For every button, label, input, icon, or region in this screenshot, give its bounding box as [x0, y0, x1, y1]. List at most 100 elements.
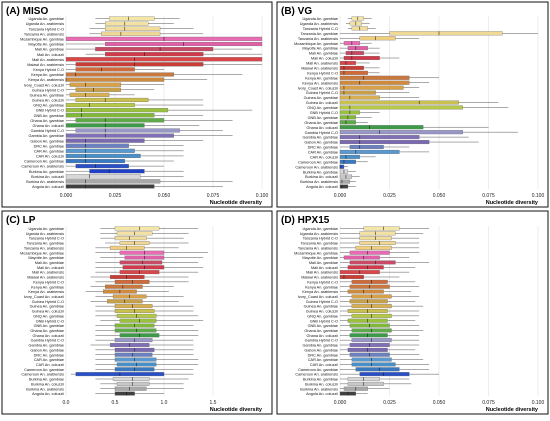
category-label: CAR An. coluzzii: [310, 363, 338, 367]
category-label: Mali An. coluzzii: [37, 53, 64, 57]
panel-title: (C) LP: [6, 215, 36, 226]
category-label: Mali An. arabiensis: [306, 62, 338, 66]
category-label: Mali An. arabiensis: [306, 271, 338, 275]
category-label: Burkina An. coluzzii: [305, 175, 338, 179]
box: [65, 133, 174, 138]
box: [69, 82, 122, 87]
box: [105, 52, 204, 57]
category-label: CAR An. coluzzii: [36, 155, 64, 159]
category-label: Kenya An. arabiensis: [28, 78, 64, 82]
category-label: Kenya Hybrid C-O: [33, 280, 64, 284]
category-label: Mozambique An. gambiae: [20, 37, 64, 41]
category-label: GNQ An. gambiae: [307, 314, 338, 318]
box: [114, 338, 153, 343]
category-label: CAR An. coluzzii: [36, 363, 64, 367]
box: [339, 75, 410, 80]
box: [345, 51, 364, 56]
category-label: Gambia An. gambiae: [303, 344, 338, 348]
category-label: Mayotte An. gambiae: [28, 256, 64, 260]
category-label: Mayotte An. gambiae: [302, 256, 338, 260]
x-tick-label: 0.000: [60, 193, 73, 199]
category-label: Mali An. arabiensis: [32, 58, 64, 62]
category-label: Gambia Hybrid C-O: [305, 131, 338, 135]
category-label: GNB An. gambiae: [308, 324, 338, 328]
category-label: CAR An. gambiae: [34, 358, 64, 362]
category-label: Burkina An. gambiae: [29, 170, 64, 174]
category-label: Mali An. coluzzii: [311, 57, 338, 61]
box: [65, 102, 135, 108]
box: [339, 100, 459, 105]
category-label: Tanzania An. arabiensis: [298, 37, 338, 41]
x-tick-label: 0.100: [532, 400, 545, 406]
category-label: Tanzania An. gambiae: [27, 242, 64, 246]
box: [347, 46, 368, 51]
box: [359, 372, 410, 377]
box: [119, 318, 157, 323]
category-label: Ivory_Coast An. coluzzii: [24, 295, 64, 299]
box: [355, 245, 392, 250]
category-label: Ghana An. gambiae: [30, 119, 64, 123]
box: [339, 184, 349, 189]
category-label: Tanzania Hybrid C-O: [303, 237, 338, 241]
box: [65, 153, 141, 158]
box: [351, 279, 388, 284]
x-axis-label: Nucleotide diversity: [210, 200, 263, 206]
category-label: Tanzania An. arabiensis: [24, 246, 64, 250]
category-label: CAR An. gambiae: [308, 358, 338, 362]
panel-title: (B) VG: [281, 6, 312, 17]
box: [101, 31, 161, 36]
category-label: Tanzania An. gambiae: [301, 242, 338, 246]
x-tick-label: 0.0: [63, 400, 70, 406]
category-label: DRC An. gambiae: [308, 353, 338, 357]
category-label: Ivory_Coast An. coluzzii: [298, 295, 338, 299]
category-label: GNB Hybrid C-O: [36, 109, 64, 113]
category-label: Ghana An. gambiae: [304, 121, 338, 125]
category-label: Angola An. coluzzii: [32, 185, 64, 189]
box: [108, 16, 155, 21]
x-tick-label: 0.100: [532, 193, 545, 199]
box: [119, 260, 163, 265]
category-label: Uganda An. arabiensis: [300, 232, 338, 236]
category-label: Uganda An. gambiae: [29, 227, 64, 231]
category-label: Ghana An. gambiae: [30, 329, 64, 333]
box: [69, 92, 110, 97]
box: [114, 328, 157, 333]
category-label: Ghana An. coluzzii: [33, 334, 65, 338]
box: [349, 260, 396, 265]
box: [75, 87, 122, 92]
category-label: DRC An. gambiae: [34, 353, 64, 357]
category-label: Malawi An. arabiensis: [301, 67, 338, 71]
x-tick-label: 0.5: [112, 400, 119, 406]
category-label: Cameroon An. arabiensis: [295, 373, 338, 377]
box: [75, 128, 180, 133]
category-label: Mayotte An. gambiae: [302, 47, 338, 51]
category-label: CAR An. gambiae: [34, 149, 64, 153]
category-label: GNB An. gambiae: [34, 324, 64, 328]
category-label: Mozambique An. gambiae: [20, 251, 64, 255]
x-tick-label: 0.000: [334, 400, 347, 406]
category-label: GNQ An. gambiae: [33, 104, 64, 108]
box: [343, 255, 380, 260]
box: [114, 304, 153, 309]
chart-panel: (A) MISO 0.000 0.025 0.050 0.075 0.100Nucleot…: [1, 1, 273, 208]
category-label: Gambia An. gambiae: [29, 134, 64, 138]
box: [119, 250, 165, 255]
category-label: Burkina An. gambiae: [303, 378, 338, 382]
category-label: Mali An. gambiae: [35, 261, 64, 265]
box: [114, 386, 147, 391]
category-label: Malawi An. arabiensis: [27, 276, 64, 280]
category-label: Gabon An. gambiae: [304, 348, 338, 352]
category-label: Gambia Hybrid C-O: [305, 339, 338, 343]
box: [65, 148, 135, 153]
x-axis-label: Nucleotide diversity: [486, 407, 539, 413]
category-label: DRC An. gambiae: [308, 146, 338, 150]
category-label: Burkina An. arabiensis: [300, 387, 338, 391]
category-label: GNB Hybrid C-O: [36, 319, 64, 323]
category-label: Kenya An. gambiae: [31, 285, 64, 289]
category-label: Kenya Hybrid C-O: [33, 68, 64, 72]
category-label: Guinea Hybrid C-O: [306, 300, 338, 304]
box: [114, 226, 160, 231]
x-tick-label: 1.0: [161, 400, 168, 406]
box: [339, 60, 356, 65]
